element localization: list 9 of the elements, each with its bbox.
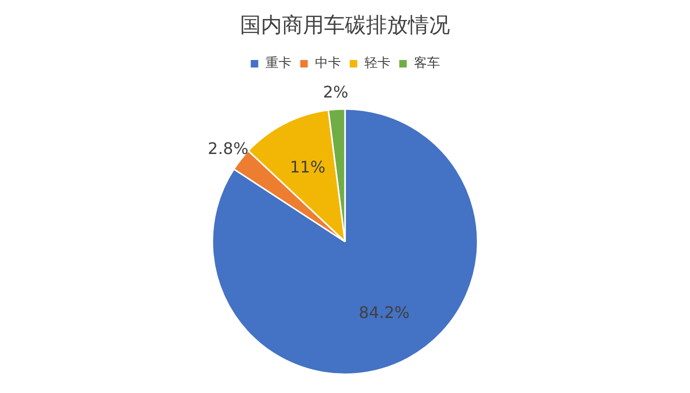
data-label: 84.2% (358, 303, 410, 322)
legend-label: 中卡 (315, 56, 341, 72)
data-label: 11% (290, 157, 326, 176)
legend-label: 客车 (414, 55, 440, 72)
chart-title: 国内商用车碳排放情况 (240, 13, 450, 38)
data-label: 2% (322, 82, 348, 102)
legend-label: 重卡 (266, 56, 292, 72)
legend-label: 轻卡 (364, 56, 390, 72)
data-label: 2.8% (208, 138, 248, 158)
